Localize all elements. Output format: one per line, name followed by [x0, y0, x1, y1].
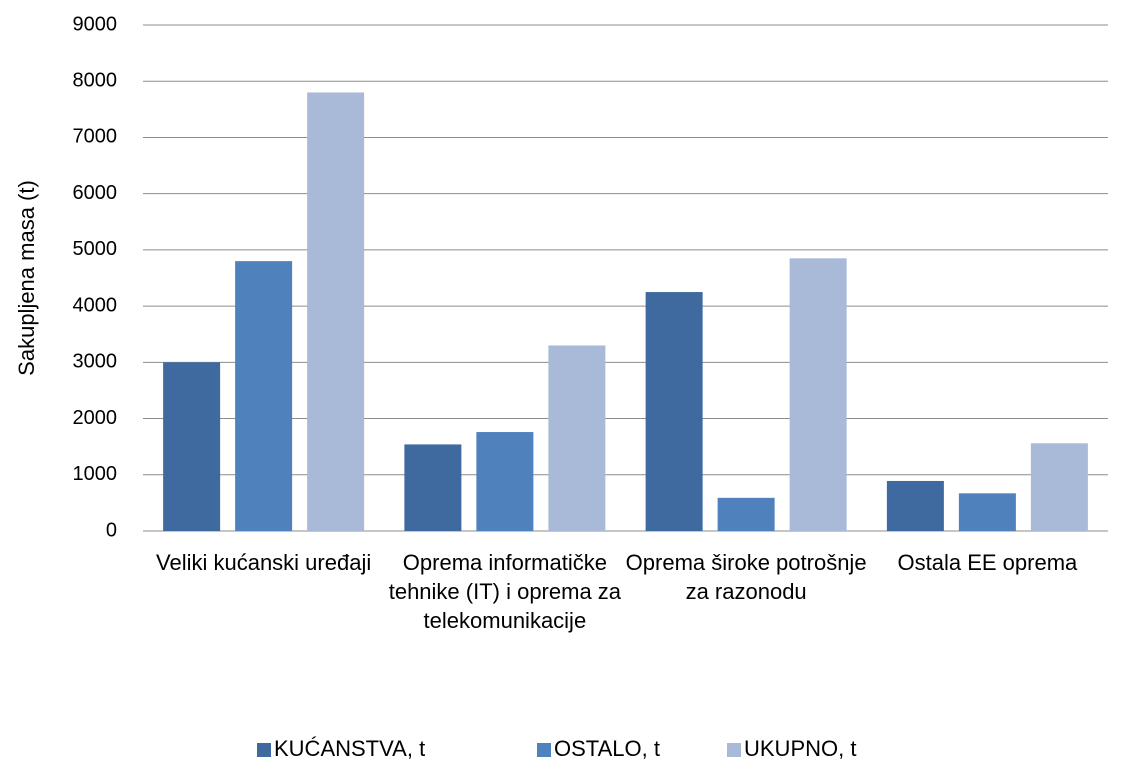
- legend-swatch: [727, 743, 741, 757]
- bar: [163, 362, 221, 531]
- y-tick-label: 6000: [73, 182, 118, 204]
- bar: [404, 444, 462, 531]
- legend-label: KUĆANSTVA, t: [274, 736, 425, 761]
- y-axis-title: Sakupljena masa (t): [14, 180, 39, 376]
- y-tick-label: 1000: [73, 463, 118, 485]
- bar: [235, 261, 293, 531]
- x-tick-label-box: Veliki kućanski uređaji: [156, 550, 372, 575]
- x-tick-label-box: Oprema informatičke tehnike (IT) i oprem…: [388, 550, 622, 633]
- x-tick-label-box: Oprema široke potrošnje za razonodu: [625, 550, 867, 604]
- x-tick-label: Oprema informatičke tehnike (IT) i oprem…: [388, 550, 622, 633]
- legend-swatch: [537, 743, 551, 757]
- bar: [886, 480, 944, 531]
- y-tick-label: 3000: [73, 351, 118, 373]
- bar: [717, 497, 775, 531]
- x-tick-label-box: Ostala EE oprema: [897, 550, 1078, 575]
- y-tick-label: 8000: [73, 70, 118, 92]
- bar: [307, 92, 365, 531]
- x-tick-label: Ostala EE oprema: [897, 550, 1078, 575]
- legend-label: UKUPNO, t: [744, 736, 856, 761]
- bar: [476, 432, 534, 531]
- bar: [548, 345, 606, 531]
- y-tick-label: 4000: [73, 294, 118, 316]
- legend-swatch: [257, 743, 271, 757]
- y-tick-label: 0: [106, 519, 117, 541]
- x-tick-label: Veliki kućanski uređaji: [156, 550, 372, 575]
- bar: [1030, 443, 1088, 531]
- bar: [645, 292, 703, 531]
- y-tick-label: 7000: [73, 126, 118, 148]
- y-tick-label: 5000: [73, 238, 118, 260]
- bar: [958, 493, 1016, 531]
- y-tick-label: 9000: [73, 13, 118, 35]
- x-tick-label: Oprema široke potrošnje za razonodu: [625, 550, 867, 604]
- y-tick-label: 2000: [73, 407, 118, 429]
- bar: [789, 258, 847, 531]
- legend-label: OSTALO, t: [554, 736, 660, 761]
